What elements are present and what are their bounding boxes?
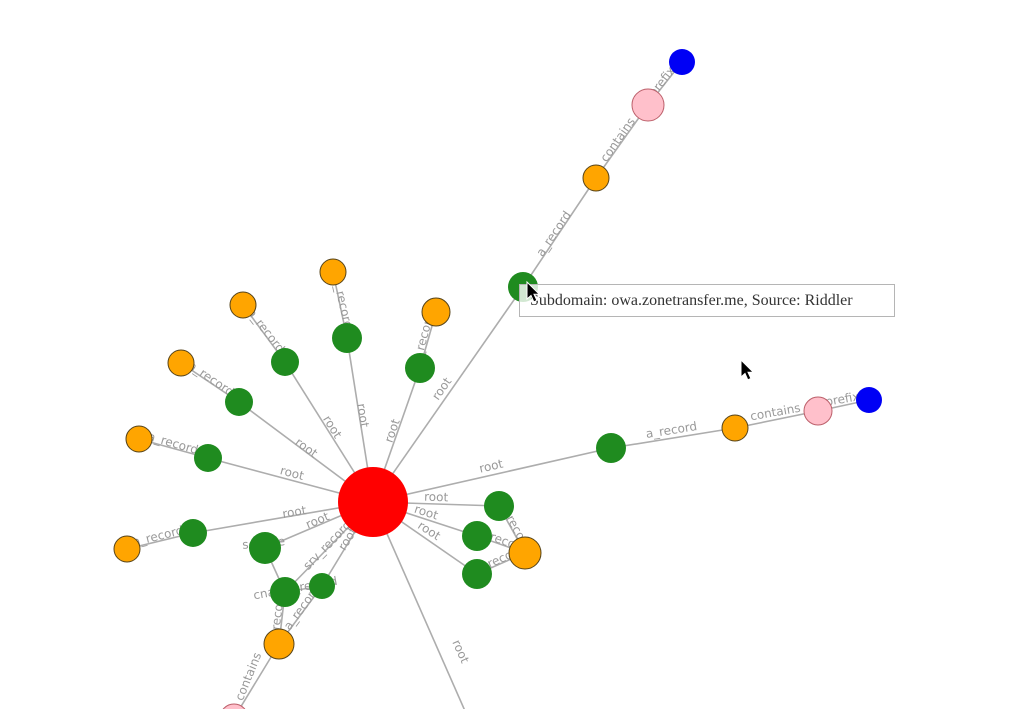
graph-edge-domain-edge-end bbox=[372, 501, 466, 709]
graph-node-domain[interactable] bbox=[338, 467, 408, 537]
graph-node-sub-a[interactable] bbox=[249, 532, 281, 564]
graph-node-addr-8[interactable] bbox=[508, 536, 542, 570]
edge-label-root: root bbox=[449, 638, 472, 666]
graph-node-sub-c[interactable] bbox=[309, 573, 335, 599]
graph-node-sub-right[interactable] bbox=[596, 433, 626, 463]
edge-label-root: root bbox=[478, 457, 505, 476]
graph-node-addr-tr[interactable] bbox=[582, 164, 610, 192]
graph-edge-domain-owa-subdomain bbox=[372, 286, 524, 503]
graph-node-asn-right[interactable] bbox=[856, 387, 882, 413]
edge-label-root: root bbox=[424, 490, 449, 505]
edge-label-prefix: prefix bbox=[824, 389, 860, 409]
edge-label-root: root bbox=[354, 402, 372, 428]
graph-edge-sub-right-addr-right bbox=[610, 427, 736, 449]
edge-label-contains: contains bbox=[597, 115, 638, 165]
edge-label-root: root bbox=[429, 375, 454, 403]
graph-node-addr-3[interactable] bbox=[421, 297, 451, 327]
edge-label-root: root bbox=[281, 503, 307, 521]
edge-label-root: root bbox=[320, 413, 345, 441]
graph-node-addr-1[interactable] bbox=[229, 291, 257, 319]
graph-node-sub-r3[interactable] bbox=[462, 559, 492, 589]
graph-edge-domain-sub-right bbox=[372, 447, 612, 503]
graph-edge-owa-subdomain-addr-tr bbox=[522, 177, 597, 288]
graph-node-sub-b[interactable] bbox=[270, 577, 300, 607]
edge-label-a_record: a_record bbox=[146, 429, 200, 457]
graph-node-sub-6[interactable] bbox=[179, 519, 207, 547]
graph-node-netblock-b[interactable] bbox=[220, 703, 248, 709]
edge-label-root: root bbox=[382, 417, 403, 445]
graph-node-sub-4[interactable] bbox=[225, 388, 253, 416]
graph-node-addr-5[interactable] bbox=[125, 425, 153, 453]
tooltip-text: Subdomain: owa.zonetransfer.me, Source: … bbox=[530, 292, 853, 309]
graph-node-sub-5[interactable] bbox=[194, 444, 222, 472]
graph-node-addr-b[interactable] bbox=[263, 628, 295, 660]
graph-node-netblock-right[interactable] bbox=[803, 396, 833, 426]
graph-node-sub-r1[interactable] bbox=[484, 491, 514, 521]
edge-label-root: root bbox=[293, 435, 321, 461]
graph-node-asn-tr[interactable] bbox=[669, 49, 695, 75]
graph-node-sub-2[interactable] bbox=[332, 323, 362, 353]
graph-node-netblock-tr[interactable] bbox=[631, 88, 665, 122]
tooltip: Subdomain: owa.zonetransfer.me, Source: … bbox=[519, 284, 895, 317]
graph-node-sub-3[interactable] bbox=[405, 353, 435, 383]
graph-node-addr-4[interactable] bbox=[167, 349, 195, 377]
edge-label-a_record: a_record bbox=[533, 208, 574, 259]
graph-node-addr-2[interactable] bbox=[319, 258, 347, 286]
graph-node-sub-r2[interactable] bbox=[462, 521, 492, 551]
edge-label-root: root bbox=[415, 518, 443, 543]
graph-node-addr-6[interactable] bbox=[113, 535, 141, 563]
graph-node-sub-1[interactable] bbox=[271, 348, 299, 376]
edge-label-root: root bbox=[279, 463, 306, 483]
graph-node-addr-right[interactable] bbox=[721, 414, 749, 442]
